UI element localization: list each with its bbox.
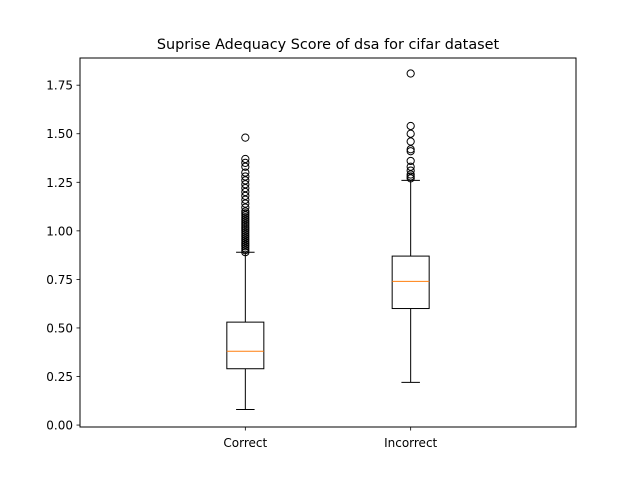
plot-frame [79, 57, 577, 428]
outlier-point [406, 137, 415, 146]
outlier-point [406, 156, 415, 166]
y-tick-label: 1.25 [46, 176, 73, 190]
box-incorrect [391, 69, 430, 383]
y-tick-label: 1.50 [46, 127, 73, 141]
y-tick-label: 0.00 [46, 419, 73, 433]
outlier-point [241, 199, 250, 208]
outlier-point [241, 158, 250, 167]
outlier-point [406, 121, 415, 131]
x-axis: Correct Incorrect [223, 427, 438, 450]
outlier-point [241, 180, 250, 189]
iqr-box [391, 255, 430, 310]
y-tick-label: 1.75 [46, 79, 73, 93]
x-tick-label: Incorrect [384, 436, 437, 450]
iqr-box [226, 321, 265, 370]
outlier-point [241, 154, 250, 164]
outlier-point [241, 207, 250, 216]
outlier-point [241, 168, 250, 177]
outlier-point [406, 166, 415, 175]
outlier-point [241, 187, 250, 197]
x-tick-label: Correct [223, 436, 267, 450]
y-tick-label: 0.25 [46, 370, 73, 384]
outlier-point [241, 172, 250, 181]
outlier-point [241, 162, 250, 171]
outlier-point [241, 184, 250, 193]
outlier-point [406, 129, 415, 138]
outlier-point [241, 191, 250, 200]
plot-marks [226, 69, 430, 411]
outlier-point [241, 195, 250, 204]
outlier-point [406, 162, 415, 171]
y-tick-label: 0.75 [46, 273, 73, 287]
y-tick-label: 0.50 [46, 321, 73, 335]
chart-title: Suprise Adequacy Score of dsa for cifar … [157, 37, 500, 53]
outlier-point [406, 170, 415, 179]
outlier-point [241, 203, 250, 212]
outlier-point [406, 69, 415, 78]
outlier-point [241, 176, 250, 185]
outlier-point [241, 133, 250, 142]
box-correct [226, 133, 265, 411]
y-axis: 0.00 0.25 0.50 0.75 1.00 1.25 1.50 1.75 [46, 79, 80, 433]
outlier-point [406, 145, 415, 154]
y-tick-label: 1.00 [46, 224, 73, 238]
